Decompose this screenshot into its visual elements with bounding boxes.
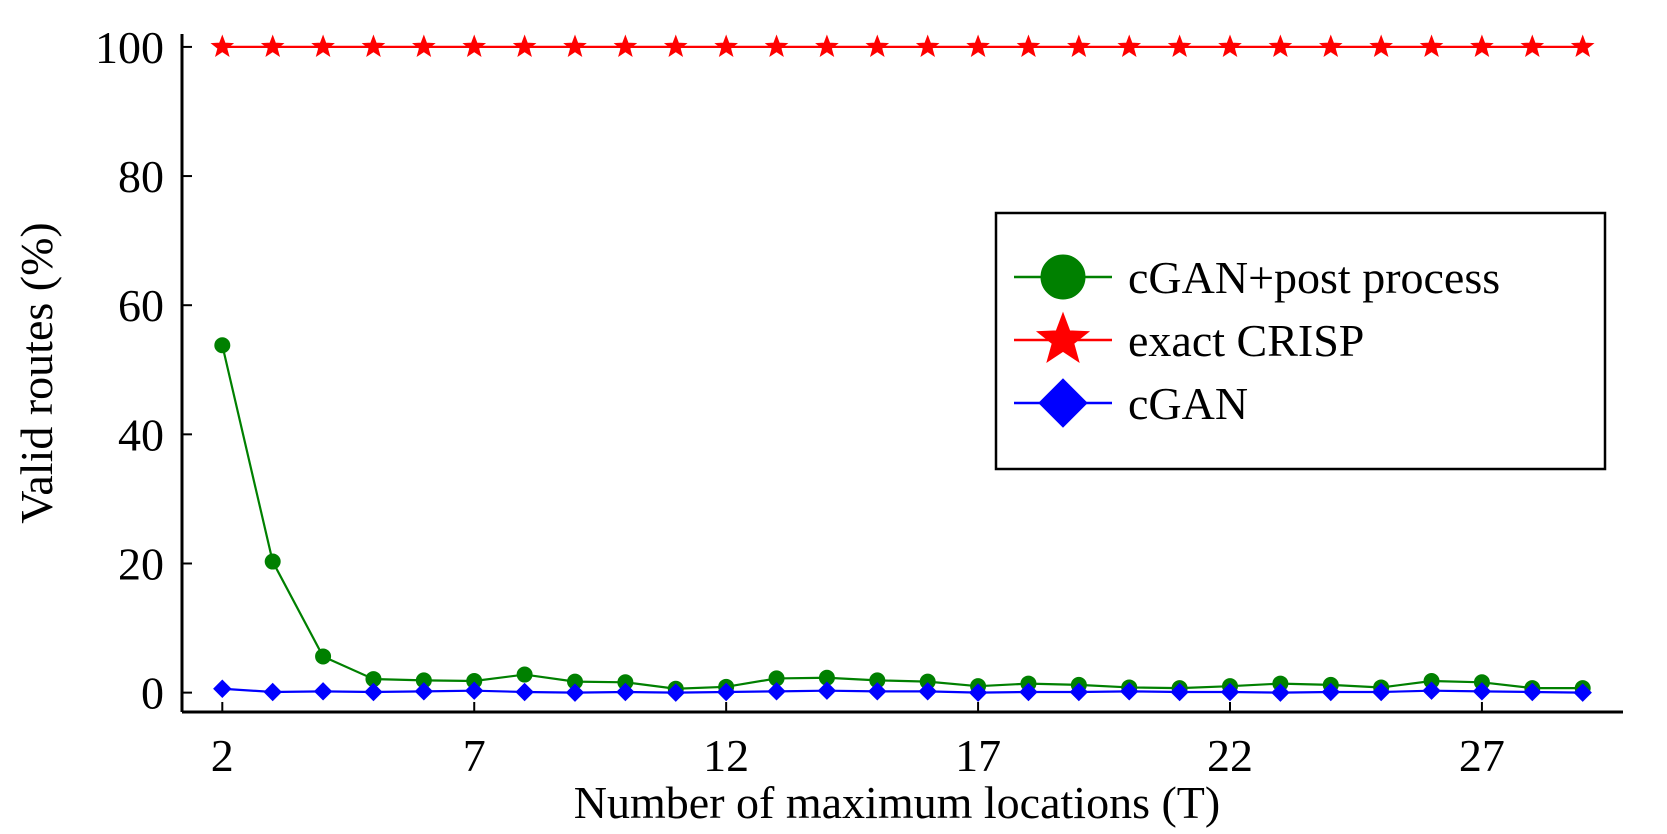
x-tick-label: 7 xyxy=(463,730,486,781)
data-point xyxy=(361,34,386,57)
data-point xyxy=(716,682,736,702)
data-point xyxy=(311,34,335,57)
y-tick-label: 60 xyxy=(118,280,164,331)
legend-label: cGAN xyxy=(1128,378,1248,429)
data-point xyxy=(1218,34,1242,57)
data-point xyxy=(1369,34,1393,57)
data-point xyxy=(213,679,232,698)
x-tick-label: 27 xyxy=(1459,730,1505,781)
series-line xyxy=(221,344,1583,690)
data-point xyxy=(1318,34,1343,57)
data-point xyxy=(1271,683,1290,702)
data-point xyxy=(515,682,534,702)
data-point xyxy=(865,34,890,57)
data-point xyxy=(915,34,940,57)
y-tick-label: 100 xyxy=(95,22,164,73)
legend-marker xyxy=(1040,254,1086,300)
y-tick-label: 40 xyxy=(118,409,164,460)
data-point xyxy=(1069,682,1089,702)
legend-label: cGAN+post process xyxy=(1128,252,1500,303)
series-layer xyxy=(210,34,1595,702)
data-point xyxy=(764,34,789,57)
series-star xyxy=(210,34,1595,57)
data-point xyxy=(1016,34,1041,57)
data-point xyxy=(1523,682,1542,702)
data-point xyxy=(1570,34,1595,57)
data-point xyxy=(210,34,235,57)
data-point xyxy=(512,34,537,57)
x-axis-title: Number of maximum locations (T) xyxy=(574,777,1220,828)
data-point xyxy=(1472,682,1492,701)
data-point xyxy=(364,682,383,702)
x-tick-label: 2 xyxy=(211,730,234,781)
series-diamond xyxy=(213,679,1592,702)
data-point xyxy=(1422,681,1441,700)
data-point xyxy=(815,34,839,57)
y-tick-label: 0 xyxy=(141,668,164,719)
data-point xyxy=(1019,682,1038,702)
x-tick-label: 22 xyxy=(1207,730,1253,781)
data-point xyxy=(1520,34,1545,57)
y-axis-title: Valid routes (%) xyxy=(11,222,62,523)
data-point xyxy=(968,683,988,702)
data-point xyxy=(767,682,786,701)
data-point xyxy=(412,34,436,57)
data-point xyxy=(264,553,281,570)
data-point xyxy=(666,683,685,702)
series-line xyxy=(222,687,1583,694)
y-ticks: 0 20 40 60 80 100 xyxy=(95,22,192,719)
data-point xyxy=(1167,34,1192,57)
data-point xyxy=(462,34,487,57)
x-tick-label: 17 xyxy=(955,730,1001,781)
data-point xyxy=(1170,682,1189,702)
legend-marker xyxy=(1038,378,1088,428)
data-point xyxy=(260,34,285,57)
data-point xyxy=(263,682,282,702)
data-point xyxy=(465,681,484,700)
data-point xyxy=(613,34,638,57)
data-point xyxy=(1220,682,1240,702)
data-point xyxy=(214,337,231,354)
data-point xyxy=(966,34,990,57)
data-point xyxy=(663,34,688,57)
data-point xyxy=(1120,682,1139,701)
data-point xyxy=(315,648,332,665)
data-point xyxy=(414,682,434,701)
data-point xyxy=(616,682,635,702)
legend-label: exact CRISP xyxy=(1128,315,1364,366)
data-point xyxy=(714,34,738,57)
data-point xyxy=(313,682,333,701)
axes xyxy=(180,34,1623,714)
y-tick-label: 80 xyxy=(118,151,164,202)
data-point xyxy=(817,681,837,700)
data-point xyxy=(1371,682,1391,702)
data-point xyxy=(516,666,533,683)
data-point xyxy=(1419,34,1444,57)
data-point xyxy=(565,683,585,702)
legend-marker xyxy=(1035,311,1091,363)
data-point xyxy=(1573,683,1592,702)
data-point xyxy=(1268,34,1293,57)
y-tick-label: 20 xyxy=(118,538,164,589)
data-point xyxy=(1470,34,1494,57)
x-tick-label: 12 xyxy=(703,730,749,781)
data-point xyxy=(1117,34,1142,57)
legend: cGAN+post process exact CRISP cGAN xyxy=(994,211,1607,471)
data-point xyxy=(868,682,887,701)
data-point xyxy=(1321,682,1340,702)
data-point xyxy=(563,34,587,57)
data-point xyxy=(1067,34,1091,57)
x-ticks: 2 7 12 17 22 27 xyxy=(211,702,1505,781)
data-point xyxy=(918,682,937,701)
